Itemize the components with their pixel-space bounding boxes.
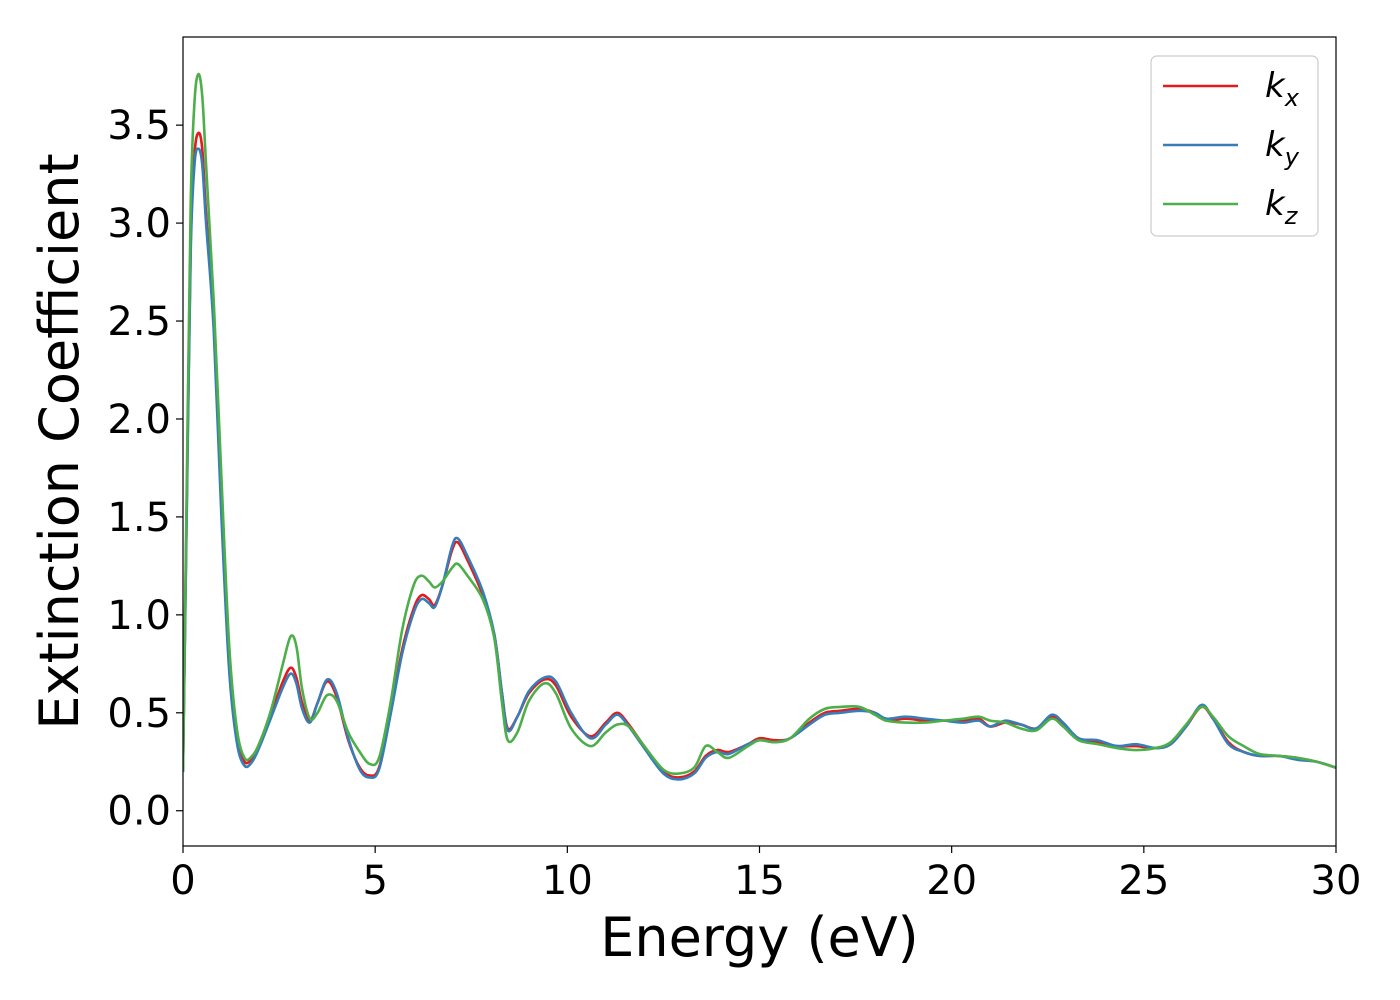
y-tick-label: 0.5 xyxy=(107,691,171,737)
legend-label-ky: ky xyxy=(1265,125,1300,171)
x-tick-label: 5 xyxy=(362,858,387,904)
y-tick-label: 3.0 xyxy=(107,201,171,247)
y-tick-label: 0.0 xyxy=(107,789,171,835)
y-tick-label: 3.5 xyxy=(107,103,171,149)
legend-label-kx: kx xyxy=(1265,66,1300,112)
x-tick-label: 0 xyxy=(170,858,195,904)
y-tick-label: 1.5 xyxy=(107,495,171,541)
ticks-layer: 0 5 10 15 20 25 30 0.0 0.5 1.0 1.5 2.0 2.5 3.0 3.5 xyxy=(107,103,1361,904)
y-tick-label: 2.0 xyxy=(107,397,171,443)
series-layer xyxy=(183,72,1336,781)
y-tick-label: 2.5 xyxy=(107,299,171,345)
x-tick-label: 25 xyxy=(1118,858,1169,904)
legend-label-kz: kz xyxy=(1265,184,1299,230)
series-line-ky xyxy=(183,147,1336,781)
series-line-kz xyxy=(183,72,1336,775)
x-tick-label: 10 xyxy=(542,858,593,904)
x-tick-label: 15 xyxy=(734,858,785,904)
y-tick-label: 1.0 xyxy=(107,593,171,639)
x-tick-label: 30 xyxy=(1311,858,1362,904)
x-tick-label: 20 xyxy=(926,858,977,904)
y-axis-label: Extinction Coefficient xyxy=(28,153,91,729)
x-axis-label: Energy (eV) xyxy=(600,906,919,969)
legend: kx ky kz xyxy=(1150,55,1319,237)
